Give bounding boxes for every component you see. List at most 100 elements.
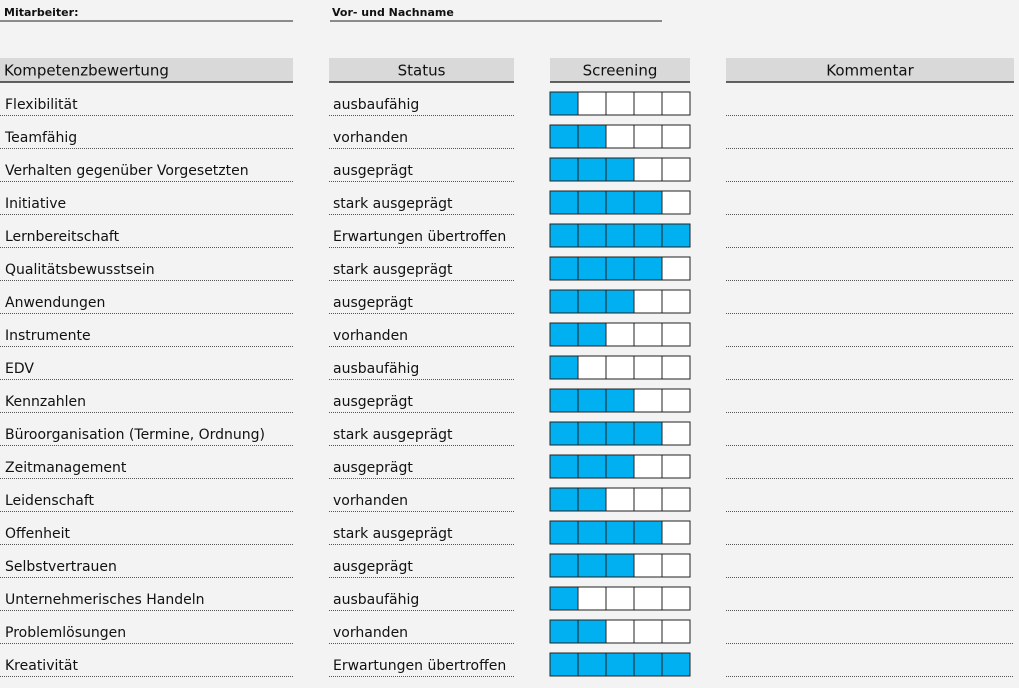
screening-box-empty: [661, 520, 691, 545]
screening-box-filled: [577, 388, 607, 413]
screening-box-empty: [633, 91, 663, 116]
screening-box-filled: [549, 322, 579, 347]
screening-box-filled: [549, 553, 579, 578]
competency: Offenheit: [5, 526, 71, 542]
screening-box-empty: [661, 289, 691, 314]
screening-box-filled: [549, 388, 579, 413]
competency: Verhalten gegenüber Vorgesetzten: [5, 163, 249, 179]
screening-box-empty: [605, 619, 635, 644]
screening-box-filled: [577, 223, 607, 248]
screening-box-empty: [605, 586, 635, 611]
screening-box-empty: [661, 190, 691, 215]
screening-box-filled: [577, 124, 607, 149]
screening-box-empty: [661, 553, 691, 578]
status: ausgeprägt: [333, 460, 413, 476]
header-cell: [0, 58, 293, 82]
header-cell: [329, 58, 514, 82]
status: vorhanden: [333, 625, 408, 641]
screening-box-empty: [633, 355, 663, 380]
screening-box-filled: [549, 91, 579, 116]
screening-box-filled: [605, 190, 635, 215]
status: ausgeprägt: [333, 163, 413, 179]
screening-box-empty: [661, 619, 691, 644]
competency: Anwendungen: [5, 295, 105, 311]
status: Erwartungen übertroffen: [333, 658, 506, 674]
header-cell: [550, 58, 690, 82]
screening-box-filled: [633, 223, 663, 248]
screening-box-filled: [549, 421, 579, 446]
competency: Kennzahlen: [5, 394, 86, 410]
screening-box-filled: [549, 355, 579, 380]
screening-box-empty: [605, 91, 635, 116]
screening-box-empty: [633, 454, 663, 479]
screening-box-filled: [605, 421, 635, 446]
screening-box-filled: [577, 553, 607, 578]
screening-box-empty: [661, 124, 691, 149]
competency: Unternehmerisches Handeln: [5, 592, 204, 608]
competency: Zeitmanagement: [5, 460, 127, 476]
screening-box-filled: [549, 586, 579, 611]
screening-box-filled: [605, 223, 635, 248]
status: ausbaufähig: [333, 97, 419, 113]
screening-box-filled: [577, 322, 607, 347]
screening-box-empty: [633, 124, 663, 149]
status: ausgeprägt: [333, 295, 413, 311]
screening-box-filled: [577, 421, 607, 446]
screening-box-filled: [605, 520, 635, 545]
competency: Leidenschaft: [5, 493, 95, 509]
screening-box-empty: [633, 586, 663, 611]
status: ausbaufähig: [333, 592, 419, 608]
screening-box-empty: [661, 421, 691, 446]
screening-box-empty: [633, 553, 663, 578]
screening-box-filled: [549, 652, 579, 677]
screening-box-filled: [549, 157, 579, 182]
screening-box-empty: [633, 388, 663, 413]
screening-box-filled: [549, 256, 579, 281]
status: stark ausgeprägt: [333, 196, 453, 212]
competency: EDV: [5, 361, 34, 377]
screening-box-empty: [661, 388, 691, 413]
screening-box-empty: [661, 454, 691, 479]
column-header: Screening: [583, 62, 658, 80]
status: stark ausgeprägt: [333, 427, 453, 443]
screening-box-filled: [577, 256, 607, 281]
screening-box-empty: [661, 256, 691, 281]
status: ausbaufähig: [333, 361, 419, 377]
screening-box-empty: [633, 487, 663, 512]
screening-box-filled: [661, 223, 691, 248]
screening-box-filled: [661, 652, 691, 677]
status: vorhanden: [333, 328, 408, 344]
screening-box-filled: [633, 190, 663, 215]
header-cell: [726, 58, 1014, 82]
screening-box-empty: [661, 355, 691, 380]
status: vorhanden: [333, 130, 408, 146]
status: ausgeprägt: [333, 394, 413, 410]
screening-box-empty: [661, 157, 691, 182]
screening-box-empty: [605, 124, 635, 149]
competency: Flexibilität: [5, 97, 78, 113]
screening-box-empty: [605, 355, 635, 380]
status: stark ausgeprägt: [333, 526, 453, 542]
column-header: Kommentar: [826, 62, 914, 80]
screening-box-empty: [605, 487, 635, 512]
screening-box-filled: [577, 619, 607, 644]
screening-box-filled: [577, 652, 607, 677]
screening-box-filled: [549, 619, 579, 644]
column-header: Kompetenzbewertung: [4, 62, 169, 80]
status: vorhanden: [333, 493, 408, 509]
screening-box-empty: [661, 487, 691, 512]
screening-box-filled: [605, 553, 635, 578]
screening-box-empty: [633, 157, 663, 182]
screening-box-filled: [577, 157, 607, 182]
screening-box-filled: [633, 520, 663, 545]
screening-box-empty: [577, 586, 607, 611]
competency: Kreativität: [5, 658, 78, 674]
competency: Qualitätsbewusstsein: [5, 262, 155, 278]
screening-box-filled: [577, 454, 607, 479]
screening-box-empty: [577, 355, 607, 380]
screening-box-filled: [549, 124, 579, 149]
screening-box-empty: [577, 91, 607, 116]
screening-box-filled: [633, 421, 663, 446]
